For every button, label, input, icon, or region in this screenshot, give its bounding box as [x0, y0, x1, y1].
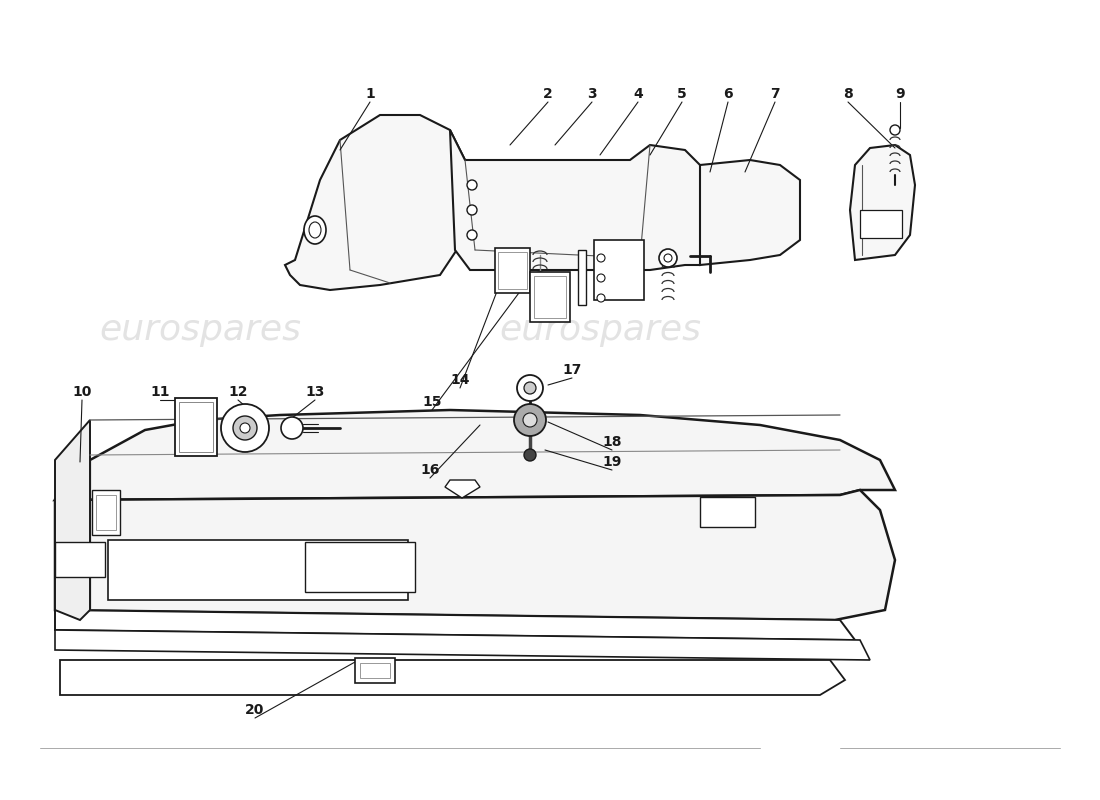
Text: 2: 2	[543, 87, 553, 101]
Circle shape	[517, 375, 543, 401]
Circle shape	[597, 254, 605, 262]
Circle shape	[522, 413, 537, 427]
Bar	[594, 240, 643, 300]
Polygon shape	[60, 660, 845, 695]
Circle shape	[280, 417, 302, 439]
Text: 4: 4	[634, 87, 642, 101]
Text: 11: 11	[151, 385, 169, 399]
Polygon shape	[55, 630, 870, 660]
Bar	[700, 497, 755, 527]
Circle shape	[659, 249, 676, 267]
Polygon shape	[55, 420, 90, 620]
Bar	[530, 272, 570, 322]
Circle shape	[240, 423, 250, 433]
Text: 12: 12	[229, 385, 248, 399]
Bar	[108, 540, 408, 600]
Circle shape	[890, 125, 900, 135]
Text: 8: 8	[843, 87, 852, 101]
Text: 5: 5	[678, 87, 686, 101]
Text: 14: 14	[450, 373, 470, 387]
Circle shape	[597, 294, 605, 302]
Bar	[534, 276, 566, 318]
Polygon shape	[700, 160, 800, 265]
Circle shape	[524, 382, 536, 394]
Circle shape	[233, 416, 257, 440]
Circle shape	[468, 205, 477, 215]
Bar	[578, 250, 586, 305]
Text: 13: 13	[306, 385, 324, 399]
Text: eurospares: eurospares	[499, 313, 701, 347]
Polygon shape	[850, 145, 915, 260]
Bar	[498, 252, 527, 289]
Bar	[55, 542, 104, 577]
Bar	[360, 663, 390, 678]
Circle shape	[468, 180, 477, 190]
Text: eurospares: eurospares	[99, 573, 301, 607]
Bar	[355, 658, 395, 683]
Text: 9: 9	[895, 87, 905, 101]
Text: 20: 20	[245, 703, 265, 717]
Text: 7: 7	[770, 87, 780, 101]
Text: 15: 15	[422, 395, 442, 409]
Text: 17: 17	[562, 363, 582, 377]
Polygon shape	[55, 410, 895, 500]
Polygon shape	[55, 490, 895, 620]
Bar	[96, 495, 115, 530]
Text: 16: 16	[420, 463, 440, 477]
Bar	[92, 490, 120, 535]
Ellipse shape	[304, 216, 326, 244]
Text: 10: 10	[73, 385, 91, 399]
Bar	[305, 542, 415, 592]
Circle shape	[524, 449, 536, 461]
Polygon shape	[55, 610, 855, 640]
Text: 3: 3	[587, 87, 597, 101]
Text: 6: 6	[723, 87, 733, 101]
Text: eurospares: eurospares	[499, 573, 701, 607]
Bar	[179, 402, 213, 452]
Bar	[495, 248, 530, 293]
Text: 19: 19	[603, 455, 622, 469]
Circle shape	[514, 404, 546, 436]
Text: 1: 1	[365, 87, 375, 101]
Polygon shape	[446, 480, 480, 498]
Bar	[860, 210, 902, 238]
Circle shape	[597, 274, 605, 282]
Circle shape	[468, 230, 477, 240]
Circle shape	[221, 404, 270, 452]
Polygon shape	[285, 115, 465, 290]
Text: 18: 18	[603, 435, 622, 449]
Bar	[175, 398, 217, 456]
Ellipse shape	[309, 222, 321, 238]
Polygon shape	[450, 130, 705, 270]
Circle shape	[664, 254, 672, 262]
Text: eurospares: eurospares	[99, 313, 301, 347]
